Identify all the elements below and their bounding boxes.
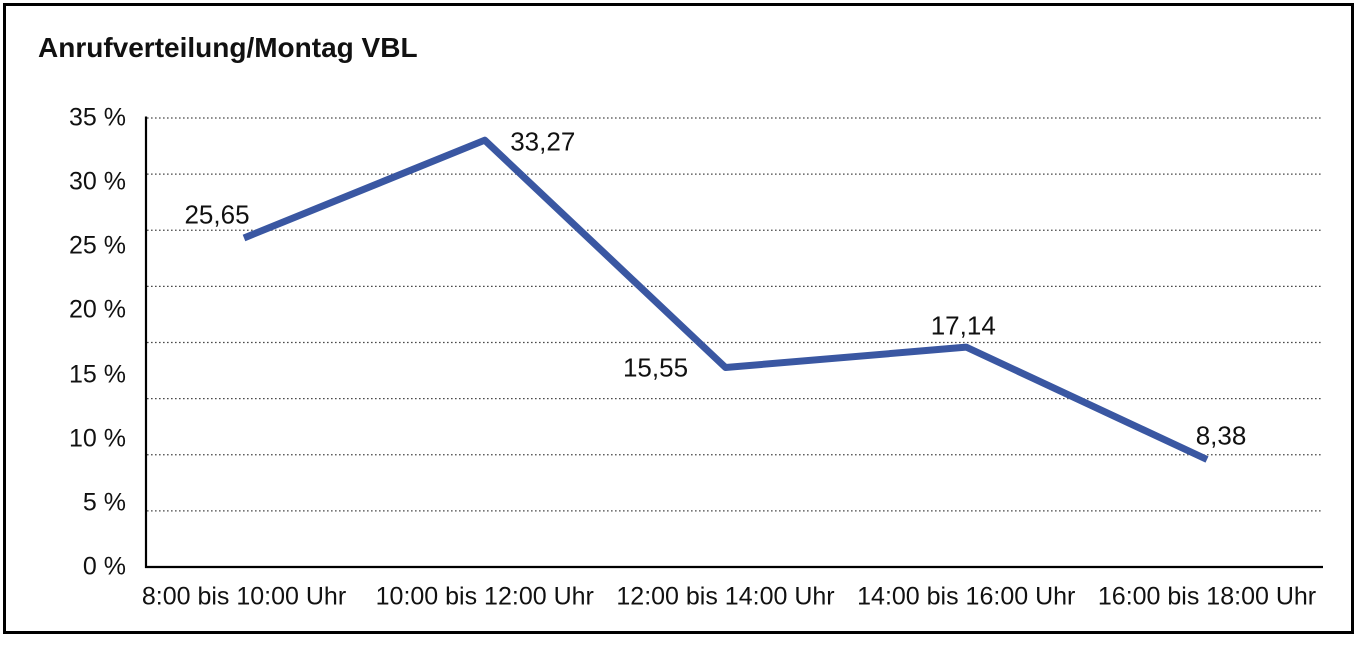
x-axis-category-label: 10:00 bis 12:00 Uhr bbox=[375, 582, 594, 611]
x-axis-category-label: 14:00 bis 16:00 Uhr bbox=[857, 582, 1076, 611]
data-point-label: 25,65 bbox=[184, 199, 250, 230]
y-axis-tick-label: 25 % bbox=[69, 231, 126, 260]
y-axis-tick-label: 0 % bbox=[82, 552, 126, 581]
data-point-label: 33,27 bbox=[510, 126, 576, 157]
y-axis-tick-label: 5 % bbox=[82, 488, 126, 517]
x-axis-category-label: 8:00 bis 10:00 Uhr bbox=[141, 582, 347, 611]
x-axis-category-label: 16:00 bis 18:00 Uhr bbox=[1097, 582, 1317, 611]
data-point-label: 17,14 bbox=[930, 310, 996, 341]
chart-title: Anrufverteilung/Montag VBL bbox=[38, 32, 418, 63]
gridlines bbox=[147, 117, 1323, 512]
y-axis-tick-label: 15 % bbox=[69, 360, 126, 389]
y-axis-tick-label: 30 % bbox=[69, 167, 126, 196]
y-axis-tick-label: 35 % bbox=[69, 103, 126, 132]
y-axis-tick-label: 10 % bbox=[69, 424, 126, 453]
x-axis-category-label: 12:00 bis 14:00 Uhr bbox=[616, 582, 835, 611]
y-axis-tick-label: 20 % bbox=[69, 295, 126, 324]
series-line bbox=[242, 136, 1209, 463]
data-point-label: 15,55 bbox=[622, 352, 689, 383]
data-point-label: 8,38 bbox=[1195, 420, 1247, 451]
